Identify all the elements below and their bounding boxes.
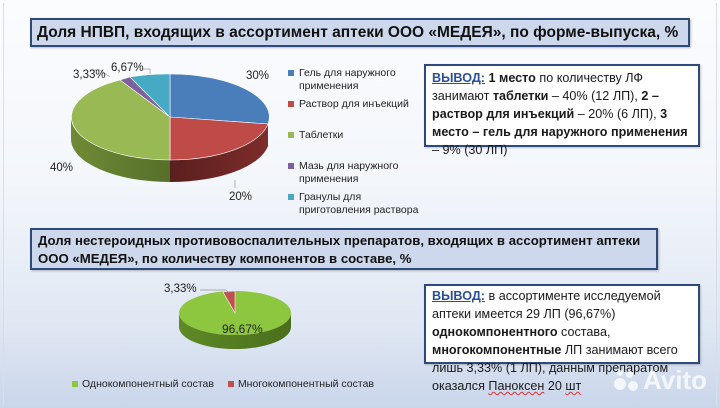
legend-swatch [72,381,78,387]
legend-swatch [288,163,294,169]
conclusion-heading: ВЫВОД: [432,71,486,85]
legend-swatch [288,132,294,138]
chart1-legend: Гель для наружного применения Раствор дл… [288,67,428,221]
avito-logo-icon [614,369,640,393]
legend-item-tablets: Таблетки [288,129,428,142]
chart2-legend: Однокомпонентный состав Многокомпонентны… [72,378,374,390]
avito-watermark: Avito [614,365,707,396]
legend-swatch [288,70,294,76]
legend-item-mono: Однокомпонентный состав [72,378,214,390]
label-ointment: 3,33% [73,69,106,81]
label-granules: 6,67% [111,62,144,74]
chart1-title: Доля НПВП, входящих в ассортимент аптеки… [30,18,690,47]
legend-item-multi: Многокомпонентный состав [227,378,374,390]
legend-swatch [227,381,234,387]
legend-swatch [288,194,294,200]
legend-item-ointment: Мазь для наружного применения [288,160,428,186]
conclusion-box-1: ВЫВОД: 1 место по количеству ЛФ занимают… [424,64,700,157]
label-mono: 96,67% [222,322,263,336]
chart2-title: Доля нестероидных противовоспалительных … [30,228,658,270]
label-tablets: 40% [50,162,74,174]
slide-frame [3,3,717,405]
label-gel: 30% [246,70,270,82]
label-multi: 3,33% [164,283,197,295]
legend-item-granules: Гранулы для приготовления раствора [288,191,428,217]
legend-swatch [288,101,294,107]
conclusion-heading: ВЫВОД: [432,289,486,303]
legend-item-solution: Раствор для инъекций [288,98,428,111]
legend-item-gel: Гель для наружного применения [288,67,428,93]
label-solution: 20% [229,191,253,203]
conclusion-box-2: ВЫВОД: в ассортименте исследуемой аптеки… [424,284,700,393]
